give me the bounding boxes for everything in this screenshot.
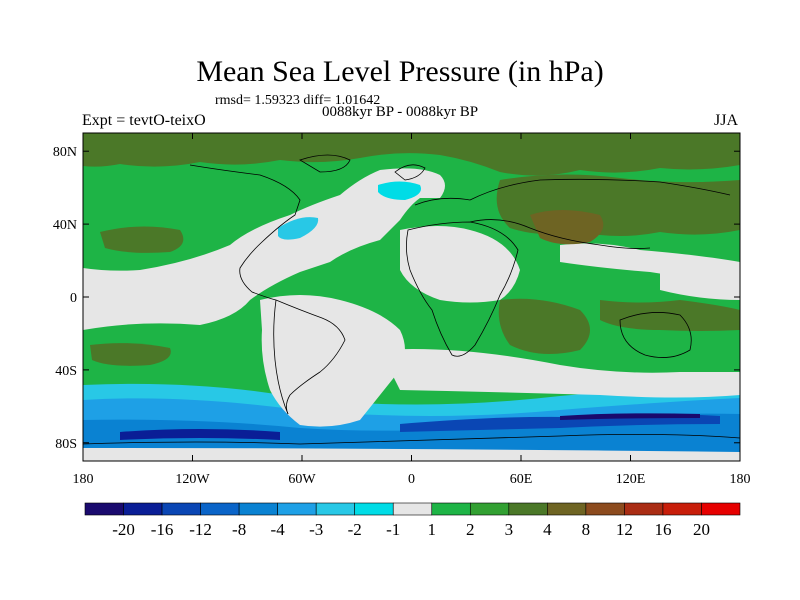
field-north-pacific-positive [100,226,184,253]
coast-south-america-west [273,299,289,415]
colorbar-swatch [392,502,433,516]
field-asia-brown [530,210,604,245]
field-west-atlantic-negative [278,217,319,240]
lon-tick-label: 120E [616,472,646,487]
field-neutral-pacific-east [83,287,200,312]
lon-tick-label: 180 [730,472,751,487]
colorbar-label: 20 [693,520,710,539]
colorbar-swatch [508,502,548,516]
colorbar-swatch [123,502,163,516]
lon-tick-label: 0 [408,472,415,487]
subtitle: 0088kyr BP - 0088kyr BP [322,104,479,120]
colorbar-swatch [662,502,702,516]
lon-tick-label: 120W [175,472,210,487]
field-south-pacific-positive [90,343,171,366]
coast-africa [406,221,519,357]
longitude-axis: 180 120W 60W 0 60E 120E 180 [73,133,751,487]
lat-tick-label: 0 [70,291,77,306]
pressure-field [83,133,740,461]
colorbar-label: 2 [466,520,475,539]
colorbar-swatch [585,502,625,516]
coast-greenland [299,154,351,173]
field-north-atlantic-negative [378,181,421,200]
colorbar-label: 3 [505,520,514,539]
colorbar-label: -4 [271,520,286,539]
field-indian-east-positive [600,300,740,331]
colorbar-label: 16 [654,520,671,539]
field-south-core-3 [560,413,700,420]
colorbar-swatch [84,502,124,516]
coast-australia [619,312,692,358]
lat-tick-label: 80S [55,437,77,452]
field-south-core-1 [120,429,280,440]
field-indian-positive [498,298,590,354]
colorbar-label: -20 [112,520,135,539]
map-title: Mean Sea Level Pressure (in hPa) [196,55,604,88]
colorbar-label: 12 [616,520,633,539]
colorbar-swatch [547,502,587,516]
field-neutral-south-atlantic [260,295,405,427]
field-neutral-pacific-west [660,260,740,300]
field-neutral-southern-mid [380,349,740,398]
stats-label: rmsd= 1.59323 diff= 1.01642 [215,93,381,108]
lat-tick-label: 80N [53,145,77,160]
lon-tick-label: 60W [288,472,316,487]
colorbar-swatch [431,502,471,516]
coastlines [83,154,740,445]
colorbar-swatch [624,502,664,516]
lat-tick-label: 40N [53,218,77,233]
field-arctic-band [83,133,740,176]
colorbar-swatch [354,502,394,516]
colorbar-label: -2 [348,520,362,539]
colorbar-swatch [161,502,201,516]
colorbar-swatch [277,502,317,516]
lat-tick-label: 40S [55,364,77,379]
colorbar-label: -16 [151,520,174,539]
colorbar-swatch [469,502,510,516]
field-eurasia-positive [496,174,740,236]
colorbar-swatch [200,502,240,516]
season-label: JJA [714,112,739,129]
coast-north-america [189,164,301,301]
colorbar-swatch [315,502,356,516]
coast-eurasia-south [469,219,651,249]
colorbar-swatch [701,502,741,516]
latitude-axis: 80N 40N 0 40S 80S [53,145,740,452]
experiment-label: Expt = tevtO-teixO [82,112,206,129]
colorbar-label: -8 [232,520,246,539]
coast-south-america-east [275,299,346,415]
coast-antarctica [83,434,740,445]
field-south-core-2 [400,414,720,432]
lon-tick-label: 180 [73,472,94,487]
lon-tick-label: 60E [510,472,533,487]
field-neutral-africa [400,226,520,303]
field-antarctic-interior [83,448,740,461]
colorbar-label: -3 [309,520,323,539]
colorbar-label: -1 [386,520,400,539]
colorbar-label: 1 [428,520,437,539]
colorbar-label: -12 [189,520,212,539]
colorbar-swatch [238,502,278,516]
coast-eurasia-north [414,178,731,206]
colorbar: -20 -16 -12 -8 -4 -3 -2 -1 1 2 3 4 8 12 16 20 [84,502,741,539]
colorbar-label: 8 [582,520,591,539]
colorbar-label: 4 [543,520,552,539]
coast-scandinavia [394,164,426,181]
